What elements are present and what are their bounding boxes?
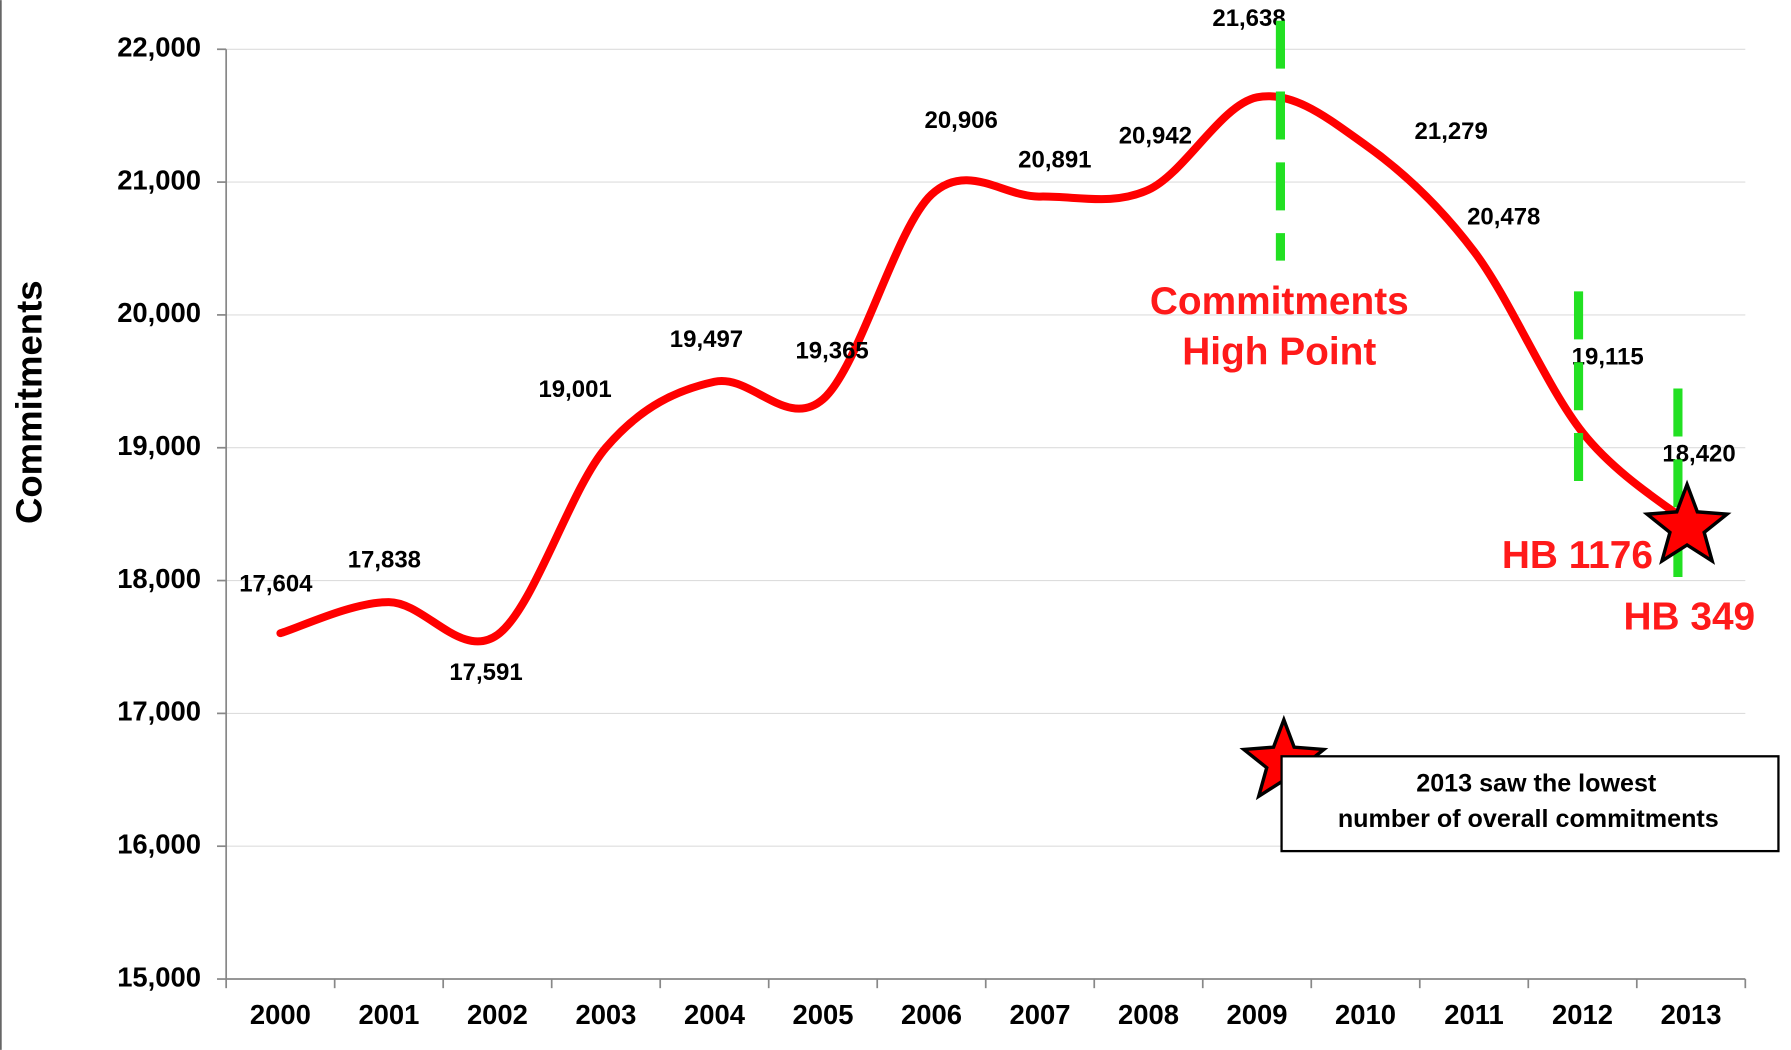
x-tick-label: 2010 (1335, 999, 1396, 1030)
x-tick-label: 2004 (684, 999, 746, 1030)
x-tick-label: 2001 (358, 999, 419, 1030)
star (1642, 479, 1732, 565)
data-label: 20,478 (1467, 204, 1540, 231)
y-tick-label: 16,000 (117, 828, 201, 859)
y-tick-label: 17,000 (117, 696, 201, 727)
annotation: HB 1176 (1502, 534, 1653, 577)
note-box (1280, 755, 1780, 853)
y-tick-label: 21,000 (117, 164, 201, 195)
data-label: 21,638 (1212, 5, 1285, 32)
annotation: High Point (1182, 330, 1376, 373)
x-tick-label: 2009 (1227, 999, 1288, 1030)
note-text: 2013 saw the lowest (1416, 769, 1657, 797)
data-label: 20,906 (925, 107, 998, 134)
x-tick-label: 2012 (1552, 999, 1613, 1030)
data-label: 19,115 (1572, 344, 1644, 371)
annotation: HB 349 (1624, 595, 1756, 638)
data-label: 17,604 (239, 571, 313, 598)
note-text: number of overall commitments (1338, 805, 1719, 833)
data-label: 17,838 (348, 546, 421, 573)
annotation: Commitments (1150, 280, 1409, 323)
data-label: 20,891 (1018, 146, 1091, 173)
data-label: 19,497 (670, 326, 743, 353)
y-tick-label: 15,000 (117, 961, 201, 992)
x-tick-label: 2013 (1661, 999, 1722, 1030)
data-label: 19,001 (538, 376, 611, 403)
data-label: 20,942 (1119, 123, 1192, 150)
x-tick-label: 2000 (250, 999, 311, 1030)
data-label: 21,279 (1415, 118, 1488, 145)
data-label: 17,591 (449, 659, 522, 686)
y-axis-label: Commitments (9, 280, 50, 524)
y-tick-label: 18,000 (117, 563, 201, 594)
y-tick-label: 19,000 (117, 430, 201, 461)
x-tick-label: 2007 (1010, 999, 1071, 1030)
x-tick-label: 2011 (1444, 999, 1503, 1030)
x-tick-label: 2003 (575, 999, 636, 1030)
data-label: 19,365 (795, 338, 868, 365)
y-tick-label: 22,000 (117, 32, 201, 63)
x-tick-label: 2008 (1118, 999, 1179, 1030)
x-tick-label: 2006 (901, 999, 962, 1030)
x-tick-label: 2002 (467, 999, 528, 1030)
x-tick-label: 2005 (792, 999, 853, 1030)
marks: 17,604 17,838 17,591 19,001 19,497 19,365 20,9… (239, 5, 1736, 686)
y-tick-label: 20,000 (117, 297, 201, 328)
grid: 15,000 16,000 17,000 18,000 19,000 20,000 21,0… (117, 32, 1747, 1030)
series-line (276, 92, 1696, 646)
